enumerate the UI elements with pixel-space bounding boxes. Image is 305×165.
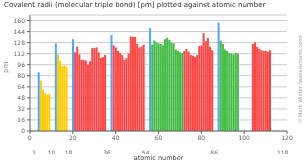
svg-text:160: 160 bbox=[14, 17, 26, 24]
html-text:© Mark Winter (webelements.com: © Mark Winter (webelements.com) bbox=[297, 35, 303, 125]
svg-text:pm: pm bbox=[8, 62, 10, 73]
svg-text:2: 2 bbox=[32, 149, 36, 154]
svg-text:144: 144 bbox=[14, 28, 26, 35]
svg-text:96: 96 bbox=[17, 61, 25, 68]
svg-text:20: 20 bbox=[69, 134, 77, 141]
svg-text:36: 36 bbox=[103, 149, 111, 154]
html-text:atomic number: atomic number bbox=[133, 154, 184, 162]
svg-text:0: 0 bbox=[28, 134, 32, 141]
svg-text:18: 18 bbox=[65, 149, 73, 154]
svg-text:128: 128 bbox=[14, 39, 26, 46]
svg-text:118: 118 bbox=[277, 149, 289, 154]
svg-text:80: 80 bbox=[17, 72, 25, 79]
svg-text:100: 100 bbox=[238, 134, 250, 141]
svg-text:32: 32 bbox=[17, 105, 25, 112]
svg-text:120: 120 bbox=[281, 134, 293, 141]
svg-text:112: 112 bbox=[14, 50, 26, 57]
svg-text:16: 16 bbox=[17, 116, 25, 123]
svg-text:80: 80 bbox=[198, 134, 206, 141]
svg-text:40: 40 bbox=[112, 134, 120, 141]
svg-text:64: 64 bbox=[17, 83, 25, 90]
svg-text:0: 0 bbox=[21, 127, 25, 134]
svg-text:60: 60 bbox=[155, 134, 163, 141]
svg-text:48: 48 bbox=[17, 94, 25, 101]
svg-text:86: 86 bbox=[210, 149, 218, 154]
svg-text:54: 54 bbox=[142, 149, 150, 154]
svg-text:10: 10 bbox=[48, 149, 56, 154]
html-text:Covalent radii (molecular trip: Covalent radii (molecular triple bond) [… bbox=[4, 1, 266, 9]
